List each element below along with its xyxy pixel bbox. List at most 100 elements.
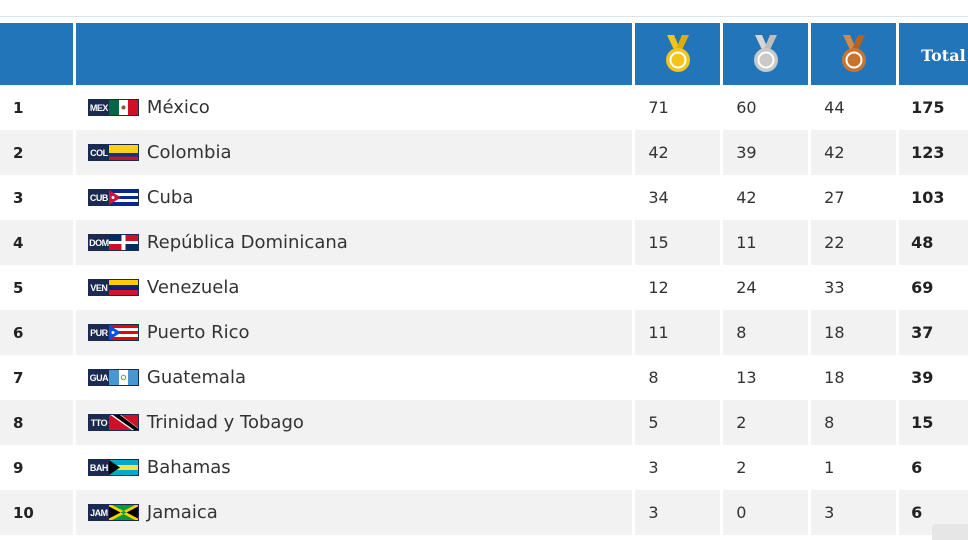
gold-count-cell: 11	[635, 310, 721, 355]
silver-count-cell: 13	[723, 355, 808, 400]
flag-image	[108, 325, 138, 340]
table-row[interactable]: 1 MEX México 71 60 44 175	[0, 85, 968, 130]
gold-count-cell: 3	[635, 445, 720, 490]
rank-cell: 2	[0, 130, 73, 175]
country-name[interactable]: República Dominicana	[146, 232, 348, 253]
top-divider	[0, 16, 968, 17]
gold-count: 42	[648, 143, 669, 162]
country-name[interactable]: México	[146, 97, 210, 118]
scrollbar-corner[interactable]	[932, 524, 968, 540]
total-count-cell: 37	[899, 310, 968, 355]
header-total-cell[interactable]: Total	[899, 23, 968, 85]
silver-count-cell: 2	[723, 445, 808, 490]
country-name[interactable]: Puerto Rico	[146, 322, 250, 343]
country-cell[interactable]: COL Colombia	[75, 130, 633, 175]
flag-jam-icon: JAM	[87, 504, 139, 521]
rank-cell: 7	[0, 355, 73, 400]
bronze-count-cell: 44	[811, 85, 896, 130]
total-count: 175	[911, 98, 945, 117]
gold-count: 3	[648, 503, 659, 522]
silver-count-cell: 60	[723, 85, 808, 130]
flag-image	[108, 190, 138, 205]
header-rank-cell	[0, 23, 73, 85]
rank-value: 3	[13, 188, 24, 207]
flag-bah-icon: BAH	[87, 459, 139, 476]
flag-image	[108, 145, 138, 160]
rank-cell: 10	[0, 490, 73, 535]
total-count: 48	[911, 233, 934, 252]
country-cell[interactable]: DOM República Dominicana	[75, 220, 633, 265]
rank-cell: 9	[0, 445, 73, 490]
bronze-count: 3	[824, 503, 835, 522]
country-cell[interactable]: PUR Puerto Rico	[75, 310, 633, 355]
silver-count: 42	[736, 188, 757, 207]
table-row[interactable]: 7 GUA Guatemala 8 13 18 39	[0, 355, 968, 400]
flag-image	[108, 505, 138, 520]
flag-tto-icon: TTO	[87, 414, 139, 431]
rank-value: 9	[13, 458, 24, 477]
gold-medal-icon	[663, 35, 693, 73]
country-cell[interactable]: BAH Bahamas	[76, 445, 632, 490]
country-name[interactable]: Guatemala	[146, 367, 247, 388]
table-row[interactable]: 8 TTO Trinidad y Tobago 5 2 8 15	[0, 400, 968, 445]
country-name[interactable]: Cuba	[146, 187, 194, 208]
country-cell[interactable]: JAM Jamaica	[75, 490, 633, 535]
rank-value: 5	[13, 278, 24, 297]
header-bronze-cell[interactable]	[811, 23, 897, 85]
total-count-cell: 175	[899, 85, 968, 130]
flag-image	[108, 370, 138, 385]
total-count: 15	[911, 413, 934, 432]
silver-count: 0	[736, 503, 747, 522]
gold-count-cell: 8	[635, 355, 720, 400]
country-name[interactable]: Jamaica	[146, 502, 218, 523]
silver-count-cell: 0	[723, 490, 809, 535]
flag-image	[108, 280, 138, 295]
flag-col-icon: COL	[87, 144, 139, 161]
country-cell[interactable]: GUA Guatemala	[76, 355, 632, 400]
header-silver-cell[interactable]	[723, 23, 809, 85]
header-country-cell	[75, 23, 633, 85]
table-row[interactable]: 4 DOM República Dominicana 15 11 22 48	[0, 220, 968, 265]
bronze-count-cell: 33	[811, 265, 896, 310]
total-count: 6	[911, 503, 923, 522]
country-cell[interactable]: CUB Cuba	[76, 175, 632, 220]
table-row[interactable]: 10 JAM Jamaica 3 0 3 6	[0, 490, 968, 535]
rank-value: 8	[13, 413, 24, 432]
table-row[interactable]: 3 CUB Cuba 34 42 27 103	[0, 175, 968, 220]
table-row[interactable]: 6 PUR Puerto Rico 11 8 18 37	[0, 310, 968, 355]
country-cell[interactable]: TTO Trinidad y Tobago	[75, 400, 633, 445]
rank-value: 1	[13, 98, 24, 117]
bronze-count-cell: 18	[811, 355, 896, 400]
rank-cell: 6	[0, 310, 73, 355]
gold-count-cell: 71	[635, 85, 720, 130]
total-count: 69	[911, 278, 934, 297]
silver-count-cell: 8	[723, 310, 809, 355]
country-cell[interactable]: VEN Venezuela	[76, 265, 632, 310]
bronze-count: 18	[824, 368, 845, 387]
country-name[interactable]: Venezuela	[146, 277, 240, 298]
country-code: JAM	[88, 505, 109, 520]
total-count: 123	[911, 143, 945, 162]
country-code: VEN	[88, 280, 109, 295]
gold-count: 71	[648, 98, 669, 117]
silver-count-cell: 24	[723, 265, 808, 310]
gold-count: 5	[648, 413, 659, 432]
rank-cell: 3	[0, 175, 73, 220]
country-name[interactable]: Colombia	[146, 142, 232, 163]
country-name[interactable]: Trinidad y Tobago	[146, 412, 304, 433]
country-name[interactable]: Bahamas	[146, 457, 231, 478]
bronze-count: 8	[824, 413, 835, 432]
total-count: 37	[911, 323, 934, 342]
medal-table-header: Total	[0, 23, 968, 85]
table-row[interactable]: 2 COL Colombia 42 39 42 123	[0, 130, 968, 175]
country-cell[interactable]: MEX México	[76, 85, 632, 130]
gold-count-cell: 5	[635, 400, 721, 445]
gold-count: 15	[648, 233, 669, 252]
total-count-cell: 15	[899, 400, 968, 445]
header-gold-cell[interactable]	[635, 23, 721, 85]
table-row[interactable]: 9 BAH Bahamas 3 2 1 6	[0, 445, 968, 490]
rank-value: 2	[13, 143, 24, 162]
table-row[interactable]: 5 VEN Venezuela 12 24 33 69	[0, 265, 968, 310]
flag-dom-icon: DOM	[87, 234, 139, 251]
silver-count-cell: 39	[723, 130, 809, 175]
